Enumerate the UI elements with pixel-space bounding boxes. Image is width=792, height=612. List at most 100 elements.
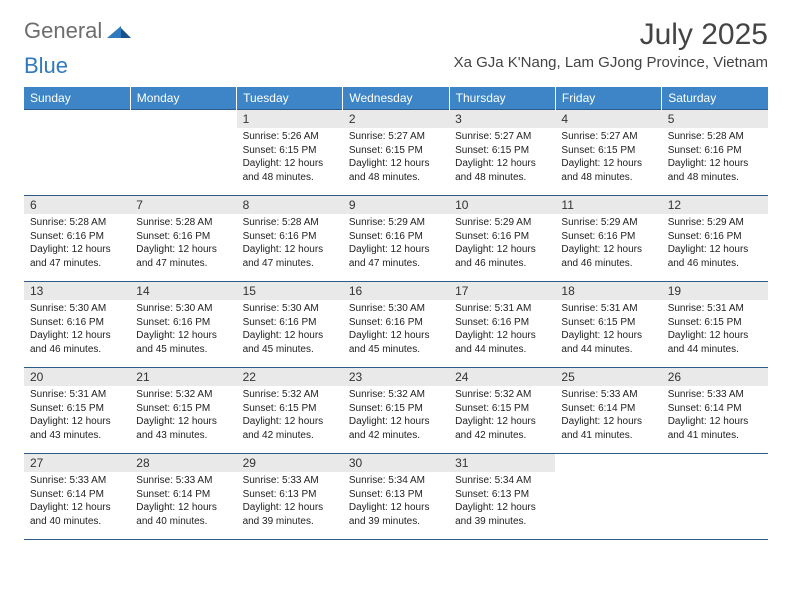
weekday-header: Saturday <box>662 87 768 110</box>
sunrise-text: Sunrise: 5:28 AM <box>136 216 230 230</box>
sunrise-text: Sunrise: 5:31 AM <box>455 302 549 316</box>
logo: General <box>24 18 133 44</box>
day-number: 5 <box>662 110 768 128</box>
calendar-day-cell: 5Sunrise: 5:28 AMSunset: 6:16 PMDaylight… <box>662 110 768 196</box>
calendar-week-row: 20Sunrise: 5:31 AMSunset: 6:15 PMDayligh… <box>24 368 768 454</box>
daylight-text: Daylight: 12 hours and 48 minutes. <box>349 157 443 184</box>
calendar-day-cell <box>24 110 130 196</box>
calendar-header-row: SundayMondayTuesdayWednesdayThursdayFrid… <box>24 87 768 110</box>
calendar-day-cell: 2Sunrise: 5:27 AMSunset: 6:15 PMDaylight… <box>343 110 449 196</box>
sunset-text: Sunset: 6:15 PM <box>349 402 443 416</box>
day-number: 8 <box>237 196 343 214</box>
logo-text-blue: Blue <box>24 53 68 79</box>
day-number: 24 <box>449 368 555 386</box>
daylight-text: Daylight: 12 hours and 45 minutes. <box>243 329 337 356</box>
calendar-day-cell: 31Sunrise: 5:34 AMSunset: 6:13 PMDayligh… <box>449 454 555 540</box>
calendar-day-cell: 14Sunrise: 5:30 AMSunset: 6:16 PMDayligh… <box>130 282 236 368</box>
sunrise-text: Sunrise: 5:32 AM <box>136 388 230 402</box>
day-details: Sunrise: 5:28 AMSunset: 6:16 PMDaylight:… <box>662 128 768 188</box>
calendar-day-cell: 12Sunrise: 5:29 AMSunset: 6:16 PMDayligh… <box>662 196 768 282</box>
weekday-header: Tuesday <box>237 87 343 110</box>
daylight-text: Daylight: 12 hours and 44 minutes. <box>455 329 549 356</box>
day-details: Sunrise: 5:28 AMSunset: 6:16 PMDaylight:… <box>237 214 343 274</box>
sunset-text: Sunset: 6:14 PM <box>136 488 230 502</box>
calendar-day-cell: 19Sunrise: 5:31 AMSunset: 6:15 PMDayligh… <box>662 282 768 368</box>
sunset-text: Sunset: 6:16 PM <box>136 316 230 330</box>
sunset-text: Sunset: 6:16 PM <box>243 316 337 330</box>
day-details: Sunrise: 5:30 AMSunset: 6:16 PMDaylight:… <box>343 300 449 360</box>
sunrise-text: Sunrise: 5:33 AM <box>136 474 230 488</box>
sunset-text: Sunset: 6:16 PM <box>668 144 762 158</box>
sunset-text: Sunset: 6:16 PM <box>30 316 124 330</box>
day-number: 16 <box>343 282 449 300</box>
day-details: Sunrise: 5:31 AMSunset: 6:15 PMDaylight:… <box>662 300 768 360</box>
calendar-day-cell: 21Sunrise: 5:32 AMSunset: 6:15 PMDayligh… <box>130 368 236 454</box>
day-number: 27 <box>24 454 130 472</box>
daylight-text: Daylight: 12 hours and 46 minutes. <box>561 243 655 270</box>
calendar-day-cell: 18Sunrise: 5:31 AMSunset: 6:15 PMDayligh… <box>555 282 661 368</box>
sunrise-text: Sunrise: 5:33 AM <box>668 388 762 402</box>
day-details: Sunrise: 5:30 AMSunset: 6:16 PMDaylight:… <box>130 300 236 360</box>
calendar-day-cell: 25Sunrise: 5:33 AMSunset: 6:14 PMDayligh… <box>555 368 661 454</box>
calendar-week-row: 27Sunrise: 5:33 AMSunset: 6:14 PMDayligh… <box>24 454 768 540</box>
day-details: Sunrise: 5:33 AMSunset: 6:14 PMDaylight:… <box>555 386 661 446</box>
sunrise-text: Sunrise: 5:32 AM <box>455 388 549 402</box>
weekday-header: Thursday <box>449 87 555 110</box>
day-number: 26 <box>662 368 768 386</box>
sunset-text: Sunset: 6:15 PM <box>561 144 655 158</box>
calendar-day-cell: 3Sunrise: 5:27 AMSunset: 6:15 PMDaylight… <box>449 110 555 196</box>
sunrise-text: Sunrise: 5:33 AM <box>243 474 337 488</box>
day-details: Sunrise: 5:34 AMSunset: 6:13 PMDaylight:… <box>449 472 555 532</box>
day-number: 2 <box>343 110 449 128</box>
sunset-text: Sunset: 6:14 PM <box>668 402 762 416</box>
sunrise-text: Sunrise: 5:29 AM <box>455 216 549 230</box>
day-details: Sunrise: 5:32 AMSunset: 6:15 PMDaylight:… <box>130 386 236 446</box>
sunrise-text: Sunrise: 5:32 AM <box>349 388 443 402</box>
day-details: Sunrise: 5:34 AMSunset: 6:13 PMDaylight:… <box>343 472 449 532</box>
daylight-text: Daylight: 12 hours and 48 minutes. <box>668 157 762 184</box>
day-details: Sunrise: 5:33 AMSunset: 6:14 PMDaylight:… <box>24 472 130 532</box>
daylight-text: Daylight: 12 hours and 47 minutes. <box>136 243 230 270</box>
day-details: Sunrise: 5:32 AMSunset: 6:15 PMDaylight:… <box>343 386 449 446</box>
sunrise-text: Sunrise: 5:29 AM <box>349 216 443 230</box>
daylight-text: Daylight: 12 hours and 46 minutes. <box>30 329 124 356</box>
day-number: 3 <box>449 110 555 128</box>
day-details: Sunrise: 5:29 AMSunset: 6:16 PMDaylight:… <box>449 214 555 274</box>
sunrise-text: Sunrise: 5:29 AM <box>561 216 655 230</box>
day-details: Sunrise: 5:28 AMSunset: 6:16 PMDaylight:… <box>24 214 130 274</box>
day-details: Sunrise: 5:32 AMSunset: 6:15 PMDaylight:… <box>449 386 555 446</box>
day-details: Sunrise: 5:26 AMSunset: 6:15 PMDaylight:… <box>237 128 343 188</box>
day-details: Sunrise: 5:30 AMSunset: 6:16 PMDaylight:… <box>237 300 343 360</box>
day-details: Sunrise: 5:33 AMSunset: 6:14 PMDaylight:… <box>130 472 236 532</box>
logo-text-general: General <box>24 18 102 44</box>
sunset-text: Sunset: 6:15 PM <box>136 402 230 416</box>
calendar-day-cell: 23Sunrise: 5:32 AMSunset: 6:15 PMDayligh… <box>343 368 449 454</box>
daylight-text: Daylight: 12 hours and 39 minutes. <box>455 501 549 528</box>
calendar-day-cell: 7Sunrise: 5:28 AMSunset: 6:16 PMDaylight… <box>130 196 236 282</box>
day-details: Sunrise: 5:32 AMSunset: 6:15 PMDaylight:… <box>237 386 343 446</box>
day-number: 6 <box>24 196 130 214</box>
daylight-text: Daylight: 12 hours and 40 minutes. <box>30 501 124 528</box>
day-number: 1 <box>237 110 343 128</box>
daylight-text: Daylight: 12 hours and 47 minutes. <box>349 243 443 270</box>
sunrise-text: Sunrise: 5:30 AM <box>136 302 230 316</box>
day-number: 14 <box>130 282 236 300</box>
calendar-week-row: 13Sunrise: 5:30 AMSunset: 6:16 PMDayligh… <box>24 282 768 368</box>
sunrise-text: Sunrise: 5:33 AM <box>30 474 124 488</box>
sunset-text: Sunset: 6:15 PM <box>455 402 549 416</box>
sunrise-text: Sunrise: 5:27 AM <box>561 130 655 144</box>
day-number: 21 <box>130 368 236 386</box>
day-number: 31 <box>449 454 555 472</box>
logo-mark-icon <box>107 22 131 43</box>
calendar-day-cell: 6Sunrise: 5:28 AMSunset: 6:16 PMDaylight… <box>24 196 130 282</box>
daylight-text: Daylight: 12 hours and 43 minutes. <box>136 415 230 442</box>
calendar-table: SundayMondayTuesdayWednesdayThursdayFrid… <box>24 87 768 540</box>
sunset-text: Sunset: 6:16 PM <box>349 230 443 244</box>
sunrise-text: Sunrise: 5:30 AM <box>349 302 443 316</box>
calendar-day-cell: 20Sunrise: 5:31 AMSunset: 6:15 PMDayligh… <box>24 368 130 454</box>
calendar-day-cell: 29Sunrise: 5:33 AMSunset: 6:13 PMDayligh… <box>237 454 343 540</box>
sunset-text: Sunset: 6:16 PM <box>136 230 230 244</box>
sunrise-text: Sunrise: 5:30 AM <box>30 302 124 316</box>
sunrise-text: Sunrise: 5:26 AM <box>243 130 337 144</box>
daylight-text: Daylight: 12 hours and 46 minutes. <box>668 243 762 270</box>
